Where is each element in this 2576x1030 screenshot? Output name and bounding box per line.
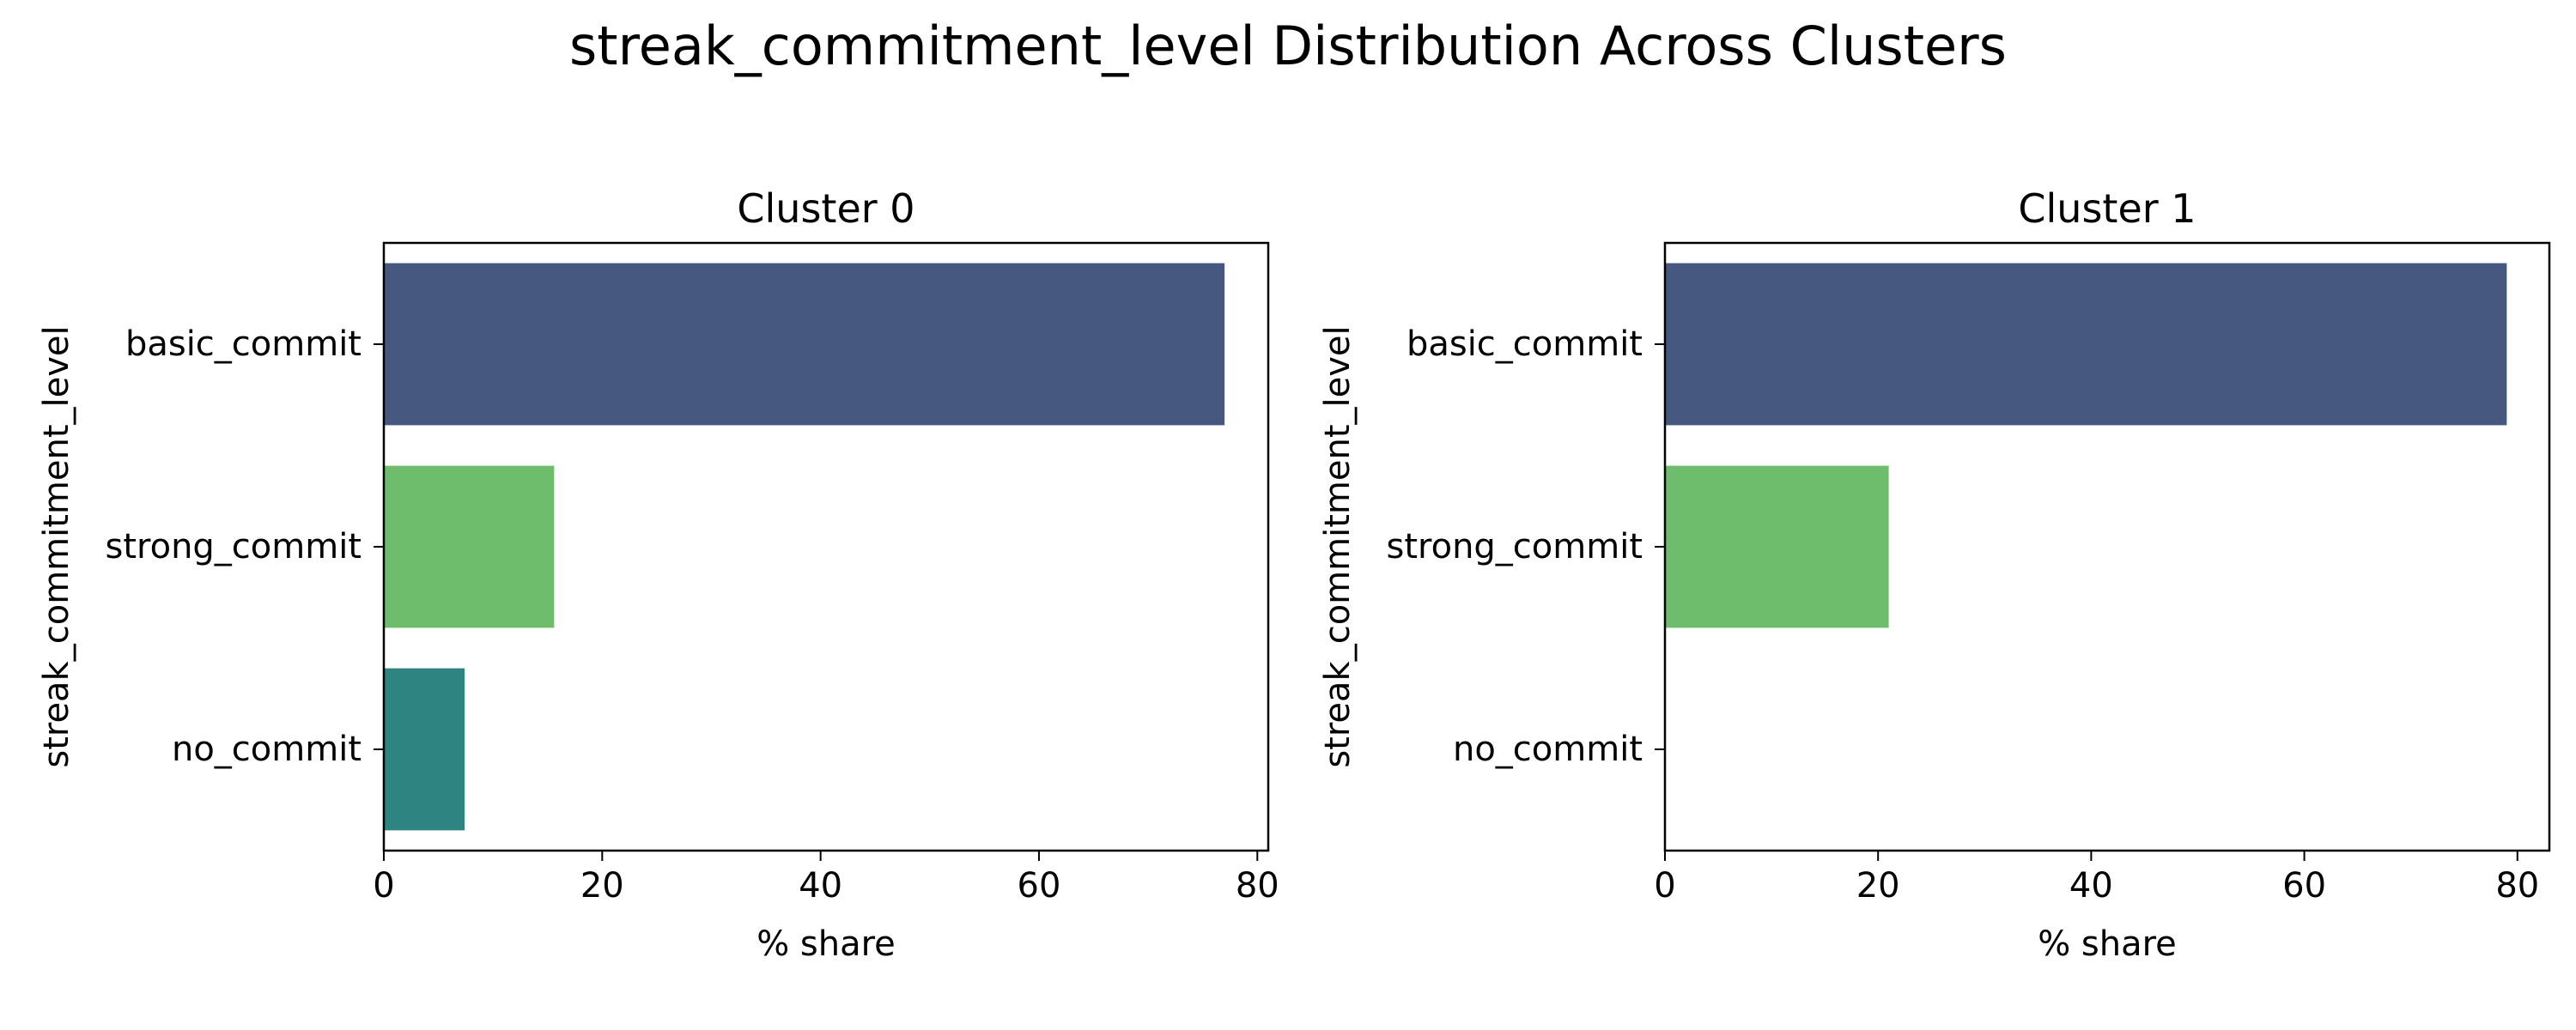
x-tick-label: 20 <box>580 866 624 906</box>
axes-frame <box>1663 241 2551 852</box>
y-tick-label: basic_commit <box>1406 324 1643 364</box>
bar <box>384 668 465 831</box>
x-tick-label: 20 <box>1856 866 1900 906</box>
x-tick-label: 80 <box>2495 866 2539 906</box>
x-tick-label: 40 <box>799 866 842 906</box>
y-tick-label: no_commit <box>1453 730 1643 769</box>
x-axis-label: % share <box>756 924 896 964</box>
x-tick-label: 0 <box>1654 866 1675 906</box>
x-tick-label: 60 <box>2282 866 2326 906</box>
bar <box>1665 465 1889 628</box>
panel-title: Cluster 0 <box>737 185 914 232</box>
x-tick-label: 40 <box>2069 866 2113 906</box>
figure-title: streak_commitment_level Distribution Acr… <box>569 15 2007 77</box>
x-tick-label: 0 <box>373 866 394 906</box>
y-tick-label: strong_commit <box>106 527 362 566</box>
y-axis-label: streak_commitment_level <box>37 325 76 767</box>
y-axis-label: streak_commitment_level <box>1318 325 1358 767</box>
bar <box>384 263 1225 426</box>
axes-frame <box>382 241 1270 852</box>
bar <box>1665 263 2507 426</box>
y-tick-label: no_commit <box>172 730 361 769</box>
x-tick-label: 80 <box>1236 866 1279 906</box>
chart-panel-1: basic_commit strong_commit no_commit 0 20 40 6… <box>1318 185 2551 964</box>
x-axis-label: % share <box>2038 924 2177 964</box>
chart-panel-0: basic_commit strong_commit no_commit 0 20 40 6… <box>37 185 1279 964</box>
panel-title: Cluster 1 <box>2018 185 2196 232</box>
y-tick-label: basic_commit <box>125 324 361 364</box>
x-tick-label: 60 <box>1018 866 1061 906</box>
bar <box>384 465 555 628</box>
y-tick-label: strong_commit <box>1387 527 1643 566</box>
